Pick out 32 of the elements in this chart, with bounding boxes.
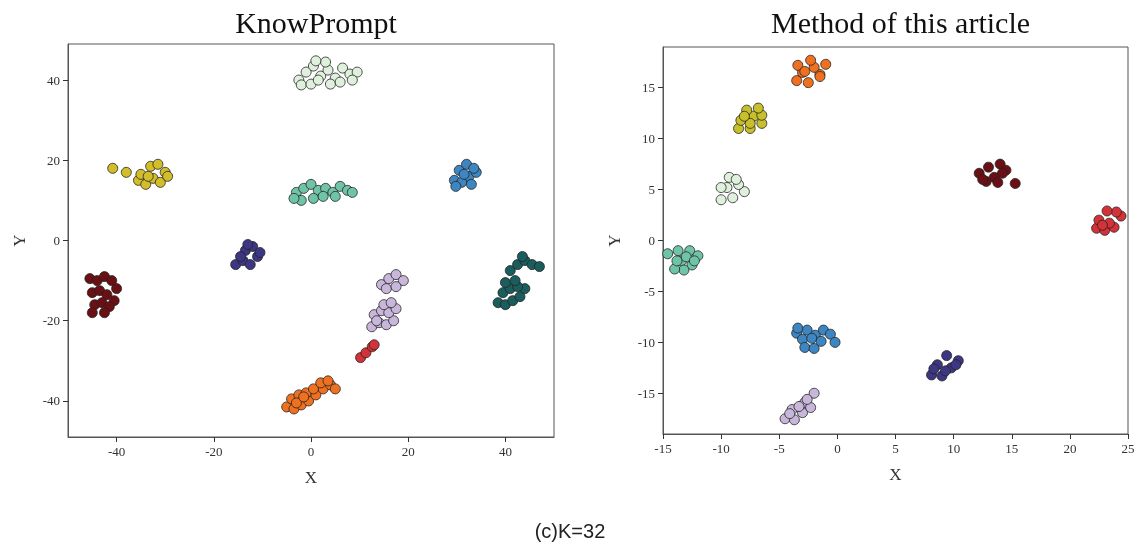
y-tick-label: 5 — [648, 182, 655, 198]
y-axis-title: Y — [605, 234, 624, 247]
x-tick-label: 40 — [498, 444, 512, 459]
x-tick-label: -40 — [107, 444, 126, 459]
x-axis-title: X — [889, 465, 902, 484]
x-tick-label: 20 — [1063, 441, 1077, 456]
x-tick-label: 15 — [1005, 441, 1019, 456]
chart-title: Method of this article — [770, 5, 1031, 39]
x-tick-label: -5 — [773, 441, 785, 456]
y-tick-label: -15 — [637, 385, 655, 401]
y-tick-label: -5 — [644, 283, 655, 299]
y-tick-label: 0 — [648, 233, 655, 248]
y-tick-label: -20 — [42, 313, 60, 329]
x-tick-label: 5 — [892, 441, 899, 456]
chart-title: KnowPrompt — [235, 5, 398, 39]
y-tick-label: 0 — [53, 233, 60, 248]
x-tick-label: -20 — [205, 444, 223, 459]
x-tick-label: 25 — [1121, 441, 1135, 456]
x-tick-label: 0 — [834, 441, 841, 456]
y-tick-label: 15 — [642, 80, 655, 96]
text: (c)K=32 — [534, 520, 606, 542]
x-tick-label: 0 — [307, 444, 315, 459]
x-tick-label: -10 — [712, 441, 730, 456]
y-axis-title: Y — [10, 234, 29, 247]
x-axis-title: X — [304, 468, 318, 487]
x-tick-label: 20 — [401, 444, 415, 459]
x-tick-label: 10 — [947, 441, 961, 456]
y-tick-label: 10 — [642, 131, 655, 147]
y-tick-label: -10 — [637, 334, 655, 350]
y-tick-label: -40 — [42, 393, 60, 409]
y-tick-label: 40 — [47, 72, 60, 88]
y-tick-label: 20 — [47, 152, 60, 168]
